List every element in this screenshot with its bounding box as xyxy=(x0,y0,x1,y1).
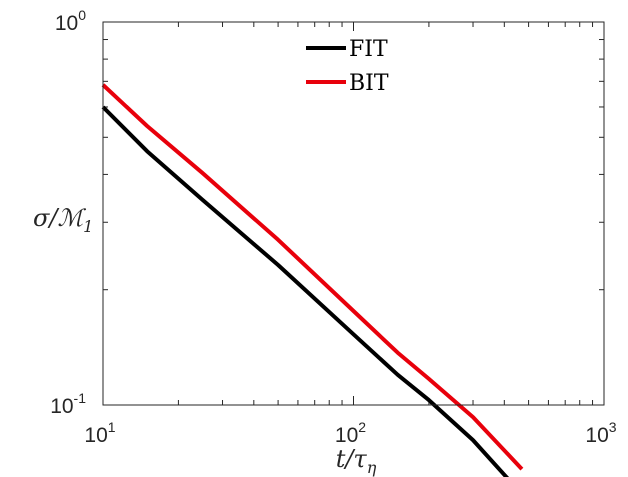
legend-label-fit: FIT xyxy=(349,37,388,62)
series-line-fit xyxy=(101,105,510,477)
legend-label-bit: BIT xyxy=(349,71,389,96)
series-layer xyxy=(101,83,524,477)
x-axis-label: t/τη xyxy=(336,445,377,477)
y-axis-label: σ/ℳ1 xyxy=(33,204,93,236)
x-tick-label: 103 xyxy=(585,419,616,447)
x-tick-label: 101 xyxy=(84,419,115,447)
tick-labels: 101 102 103 10-1 100 xyxy=(50,7,617,447)
y-tick-label: 10-1 xyxy=(50,390,86,418)
legend: FIT BIT xyxy=(306,37,389,96)
y-tick-label: 100 xyxy=(55,7,86,35)
series-line-bit xyxy=(101,83,524,471)
x-tick-label: 102 xyxy=(335,419,366,447)
plot-frame xyxy=(102,21,605,406)
plot-background xyxy=(103,22,604,405)
tick-marks xyxy=(102,22,604,406)
